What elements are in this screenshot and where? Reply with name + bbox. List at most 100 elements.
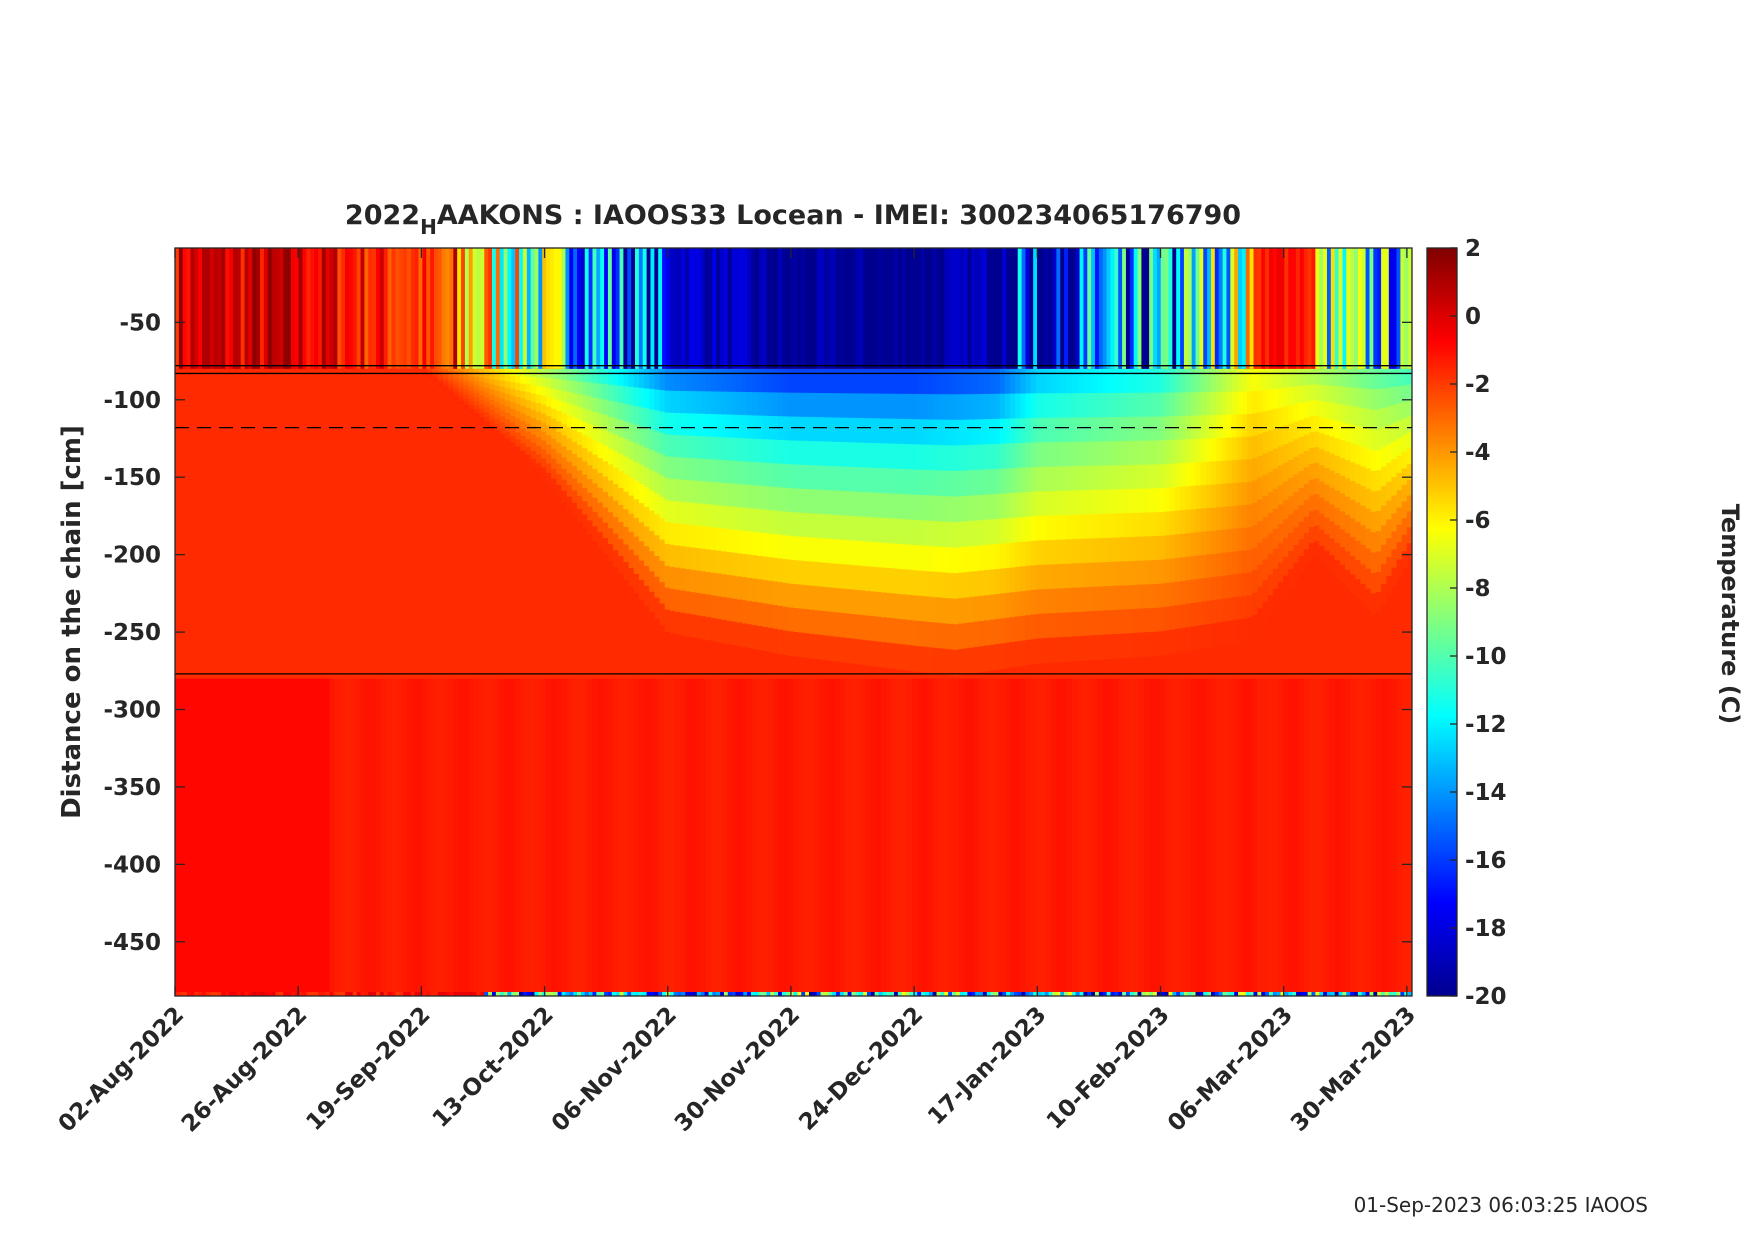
ice-cell [1283,519,1289,539]
air-column [1009,248,1015,369]
ice-cell [705,549,712,573]
ice-cell [520,406,527,415]
ice-cell [736,553,743,577]
ice-cell [535,420,542,430]
ice-cell [932,520,939,547]
bottom-cell [894,992,899,996]
ice-cell [1370,389,1377,411]
ice-cell [932,444,939,471]
air-column [650,248,655,369]
bottom-cell [1056,992,1061,996]
air-column [604,248,609,369]
ice-cell [917,368,923,395]
ice-cell [468,383,475,388]
air-column [376,248,381,369]
ice-cell [582,514,588,529]
ice-cell [860,565,867,592]
bottom-cell [391,992,396,996]
ice-cell [912,469,918,496]
ice-cell [546,453,552,465]
ice-cell [1283,500,1289,520]
bottom-cell [546,992,551,996]
ice-cell [1355,521,1362,542]
ice-cell [1056,442,1063,468]
ice-cell [824,441,831,467]
ice-cell [1180,392,1186,417]
ice-cell [1247,549,1253,574]
ice-cell [535,377,542,387]
bottom-cell [1222,992,1227,996]
deep-column [1015,678,1021,996]
ice-cell [1365,408,1372,430]
ice-cell [463,368,470,373]
ice-cell [1138,560,1145,586]
bottom-cell [553,992,559,996]
ice-cell [747,438,753,463]
bottom-cell [828,992,833,996]
ice-cell [1113,513,1119,539]
ice-cell [1293,562,1300,581]
ice-cell [839,588,846,614]
ice-cell [757,626,764,651]
ice-cell [463,388,470,393]
ice-cell [1267,368,1274,390]
ice-cell [582,382,588,396]
ice-cell [783,582,789,608]
ice-cell [819,465,826,491]
ice-cell [834,539,841,565]
deep-column [381,678,387,996]
ice-cell [705,413,712,438]
ice-cell [1097,417,1104,442]
bottom-cell [522,992,528,996]
ice-cell [540,404,547,415]
air-column [175,248,180,369]
bottom-cell [805,992,810,996]
ice-cell [994,569,1001,595]
ice-cell [175,368,181,370]
air-column [1125,248,1131,369]
ice-cell [515,446,521,455]
ice-cell [690,458,697,482]
ice-cell [979,545,985,572]
ice-cell [1066,393,1073,419]
ice-cell [510,415,516,423]
ice-cell [551,408,557,420]
bottom-cell [1145,992,1150,996]
ice-cell [458,368,465,373]
bottom-cell [774,992,779,996]
deep-column [886,678,893,996]
deep-column [278,678,284,996]
ice-cell [1030,589,1037,616]
ice-cell [963,622,970,649]
bottom-cell [1272,992,1278,996]
deep-column [1375,678,1382,996]
deep-column [319,678,326,996]
ice-cell [1355,579,1362,599]
deep-column [798,678,805,996]
ice-cell [540,449,547,459]
bottom-cell [1207,992,1212,996]
ice-cell [1314,431,1320,448]
air-column [557,248,563,369]
ice-cell [674,390,681,414]
ice-cell [989,594,996,621]
air-column [692,248,698,369]
ice-cell [669,522,676,546]
ice-cell [1159,392,1166,418]
ice-cell [793,440,800,466]
deep-column [339,678,346,996]
air-column [1079,248,1084,369]
ice-cell [618,368,625,387]
ice-cell [1360,564,1367,585]
ice-cell [1118,633,1124,659]
ice-cell [1345,460,1351,479]
ice-cell [561,413,568,425]
ice-cell [783,487,789,513]
bottom-cell [252,992,257,996]
ice-cell [747,601,753,625]
ice-cell [798,608,805,634]
bottom-cell [1365,992,1370,996]
ice-cell [638,579,645,600]
bottom-cell [341,992,346,996]
ice-cell [680,568,686,592]
